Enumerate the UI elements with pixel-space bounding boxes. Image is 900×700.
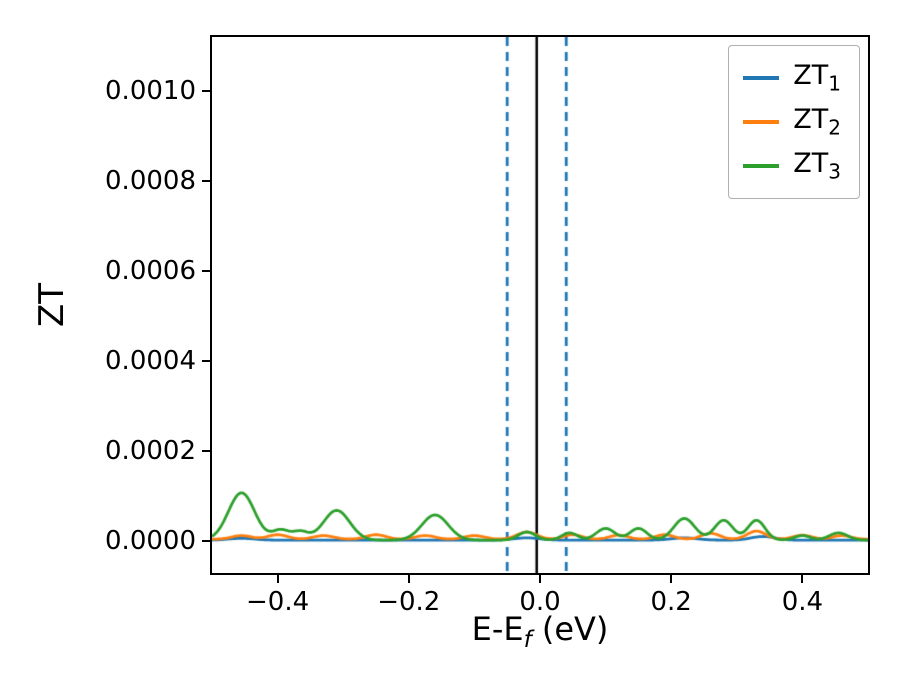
x-tick-label: −0.4 xyxy=(246,587,310,617)
x-axis-label-post: (eV) xyxy=(531,610,609,648)
legend-label-zt2-sub: 2 xyxy=(828,115,841,140)
legend-label-zt1-base: ZT xyxy=(793,60,829,92)
legend-line-zt1 xyxy=(743,76,780,80)
y-tick-label: 0.0004 xyxy=(105,346,196,377)
legend-line-zt3 xyxy=(743,164,780,168)
y-tick-mark xyxy=(202,360,210,363)
y-tick-mark xyxy=(202,180,210,183)
legend-line-zt2 xyxy=(743,120,780,124)
legend: ZT1 ZT2 ZT3 xyxy=(728,45,860,199)
y-tick-mark xyxy=(202,540,210,543)
x-tick-label: −0.2 xyxy=(377,587,441,617)
y-tick-label: 0.0000 xyxy=(105,526,196,557)
x-tick-mark xyxy=(801,575,804,583)
y-tick-label: 0.0002 xyxy=(105,436,196,467)
y-tick-mark xyxy=(202,450,210,453)
legend-label-zt1-sub: 1 xyxy=(828,71,841,96)
legend-label-zt1: ZT1 xyxy=(793,60,841,95)
x-tick-mark xyxy=(539,575,541,583)
legend-label-zt2-base: ZT xyxy=(793,104,829,136)
x-tick-label: 0.4 xyxy=(781,587,824,617)
x-tick-mark xyxy=(407,575,410,583)
x-tick-mark xyxy=(276,575,279,583)
x-axis-label-pre: E-E xyxy=(471,610,524,648)
x-axis-label-sub: f xyxy=(523,627,532,653)
x-tick-label: 0.2 xyxy=(650,587,692,617)
y-tick-mark xyxy=(202,270,210,273)
y-tick-label: 0.0006 xyxy=(105,256,196,287)
y-tick-label: 0.0008 xyxy=(105,166,196,197)
plot-area: ZT1 ZT2 ZT3 xyxy=(210,35,870,575)
x-axis-label: E-Ef (eV) xyxy=(472,610,609,653)
legend-label-zt3-base: ZT xyxy=(793,148,829,180)
y-tick-label: 0.0010 xyxy=(105,76,196,107)
x-tick-label: 0.0 xyxy=(519,587,561,617)
legend-item-zt1: ZT1 xyxy=(743,56,841,100)
legend-label-zt2: ZT2 xyxy=(793,104,841,139)
x-tick-mark xyxy=(670,575,673,583)
legend-item-zt3: ZT3 xyxy=(743,144,841,188)
y-tick-mark xyxy=(202,90,210,93)
legend-item-zt2: ZT2 xyxy=(743,100,841,144)
y-axis-label: ZT xyxy=(32,282,72,328)
legend-label-zt3-sub: 3 xyxy=(828,159,841,184)
legend-label-zt3: ZT3 xyxy=(793,148,841,183)
